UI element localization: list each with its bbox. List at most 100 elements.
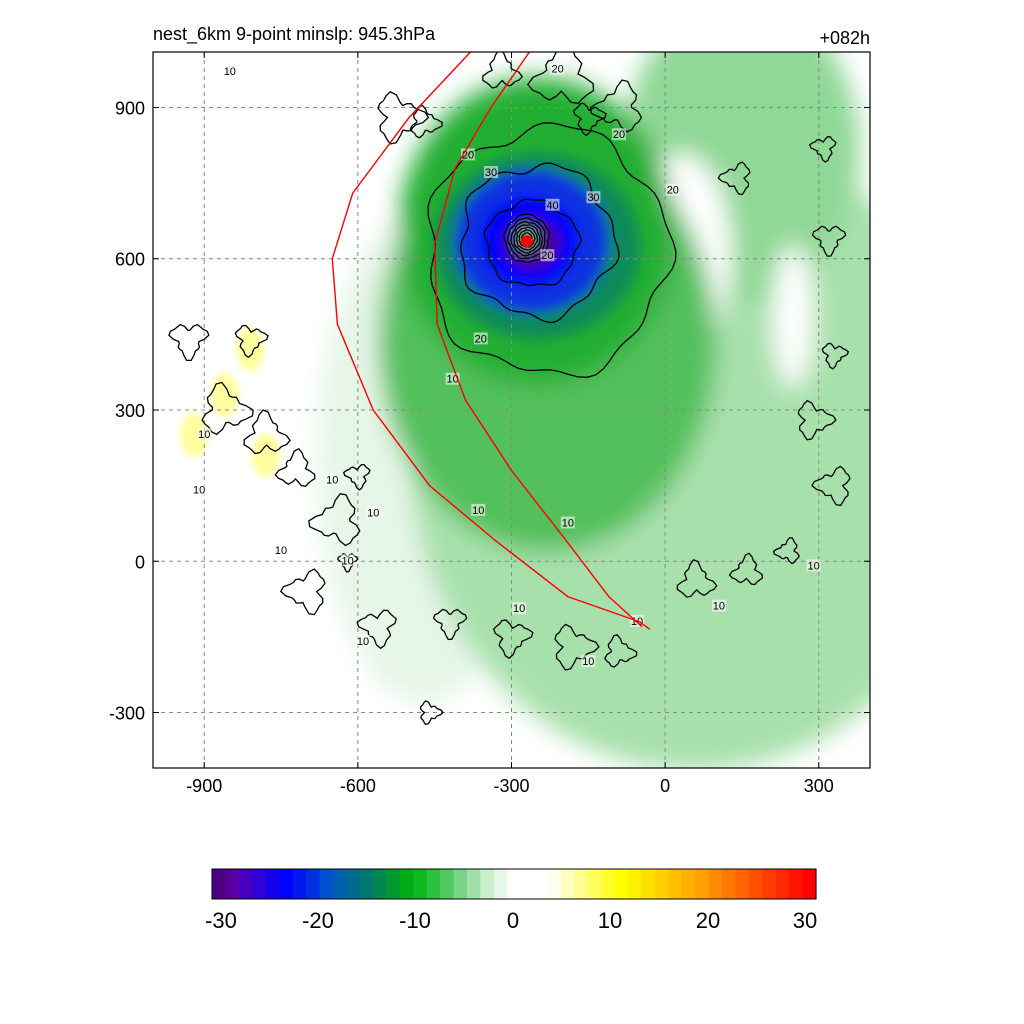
colorbar-swatch <box>292 869 307 899</box>
contour-labels: 1010101010101010101010101010101020202020… <box>192 62 821 668</box>
colorbar-swatch <box>789 869 804 899</box>
contour-inner <box>513 224 541 254</box>
colorbar-swatch <box>399 869 414 899</box>
colorbar-swatch <box>359 869 374 899</box>
colorbar-swatch <box>601 869 616 899</box>
contour-label-bg <box>340 554 355 567</box>
x-tick-label: -600 <box>340 776 376 796</box>
x-tick-label: -900 <box>186 776 222 796</box>
x-tick-label: 300 <box>804 776 834 796</box>
contour-label: 10 <box>446 374 458 386</box>
colorbar-swatch <box>520 869 535 899</box>
contour-label: 20 <box>462 149 474 161</box>
contour-label-bg <box>274 544 289 557</box>
contour-10 <box>717 161 751 196</box>
contour-10 <box>676 559 718 598</box>
contour-10 <box>808 136 837 163</box>
colorbar-swatch <box>641 869 656 899</box>
contour-10 <box>821 342 850 370</box>
contour-10 <box>604 634 638 668</box>
colorbar-swatch <box>547 869 562 899</box>
contour-10 <box>337 553 359 573</box>
contour-label: 10 <box>193 485 205 497</box>
contour-label: 20 <box>613 129 625 141</box>
contour-10 <box>492 619 534 660</box>
colorbar-swatch <box>802 869 817 899</box>
colorbar-swatch <box>654 869 669 899</box>
contour-label-bg <box>545 198 560 211</box>
colorbar-swatch <box>748 869 763 899</box>
contour-10 <box>572 102 607 137</box>
contour-label-bg <box>711 599 726 612</box>
contour-label: 10 <box>562 517 574 529</box>
colorbar-swatch <box>708 869 723 899</box>
contour-label: 10 <box>367 507 379 519</box>
forecast-hour-label: +082h <box>819 28 870 48</box>
contour-10 <box>419 700 444 726</box>
contour-10 <box>168 323 210 362</box>
contour-10 <box>811 225 847 257</box>
colorbar-tick-label: -20 <box>302 908 334 933</box>
contour-label: 10 <box>198 429 210 441</box>
contour-label: 10 <box>357 636 369 648</box>
contour-10 <box>308 492 361 547</box>
colorbar-swatch <box>695 869 710 899</box>
contour-label-bg <box>612 128 627 141</box>
contour-10 <box>482 52 524 89</box>
field-yellow-patch <box>179 413 208 458</box>
colorbar-tick-label: 0 <box>507 908 519 933</box>
contour-label: 10 <box>808 560 820 572</box>
contour-10 <box>432 608 468 641</box>
colorbar-swatch <box>534 869 549 899</box>
field-yellow-patch <box>236 327 265 372</box>
contour-30 <box>460 162 620 324</box>
colorbar-swatch <box>265 869 280 899</box>
contour-label-bg <box>806 559 821 572</box>
colorbar-swatch <box>252 869 267 899</box>
colorbar-swatch <box>574 869 589 899</box>
colorbar-swatch <box>493 869 508 899</box>
colorbar-tick-label: 10 <box>598 908 622 933</box>
contour-10 <box>377 91 430 145</box>
colorbar-swatch <box>305 869 320 899</box>
contour-label: 20 <box>541 250 553 262</box>
colorbar-swatch <box>775 869 790 899</box>
contour-label-bg <box>540 249 555 262</box>
contour-label-bg <box>366 506 381 519</box>
colorbar-swatch <box>346 869 361 899</box>
contour-10 <box>274 447 316 487</box>
y-tick-label: 0 <box>135 552 145 572</box>
contour-10 <box>279 568 326 616</box>
contour-label-bg <box>325 473 340 486</box>
contour-label: 30 <box>485 167 497 179</box>
contour-label-bg <box>471 503 486 516</box>
colorbar-swatch <box>560 869 575 899</box>
contour-10 <box>811 465 851 507</box>
colorbar-swatch <box>722 869 737 899</box>
colorbar-swatch <box>681 869 696 899</box>
field-clear-slot-east <box>772 245 814 389</box>
y-tick-label: 300 <box>115 401 145 421</box>
field-yellow-patch <box>251 433 280 478</box>
contour-10 <box>201 381 254 436</box>
contour-10 <box>728 552 764 586</box>
colorbar-swatch <box>386 869 401 899</box>
y-tick-label: 900 <box>115 98 145 118</box>
colorbar-swatch <box>587 869 602 899</box>
colorbar-swatch <box>212 869 227 899</box>
colorbar-swatch <box>762 869 777 899</box>
contour-label: 20 <box>475 333 487 345</box>
contour-label: 10 <box>224 66 236 78</box>
colorbar-swatch <box>332 869 347 899</box>
contour-label: 40 <box>546 200 558 212</box>
contour-10 <box>526 52 595 105</box>
contour-label: 10 <box>341 555 353 567</box>
contour-10 <box>342 463 371 491</box>
contour-10 <box>356 609 398 650</box>
colorbar-swatch <box>453 869 468 899</box>
contour-label: 10 <box>472 505 484 517</box>
colorbar-swatch <box>238 869 253 899</box>
colorbar-tick-label: 30 <box>793 908 817 933</box>
contour-label: 10 <box>582 656 594 668</box>
colorbar-swatch <box>614 869 629 899</box>
